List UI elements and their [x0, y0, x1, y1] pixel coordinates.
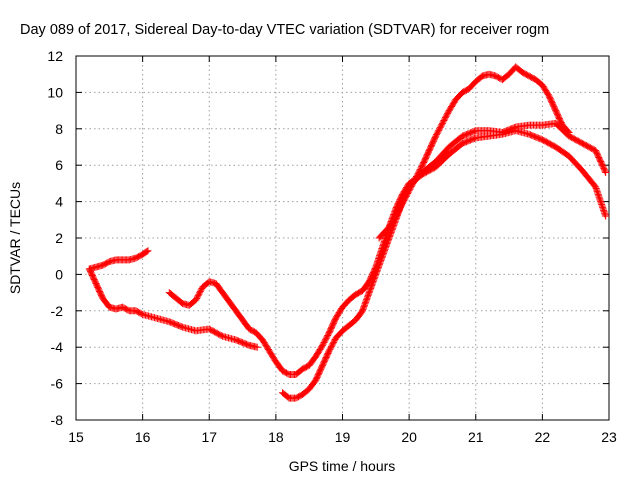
y-tick-label: 10 — [47, 84, 63, 100]
data-point-marker — [144, 247, 152, 255]
y-tick-label: 6 — [55, 157, 63, 173]
data-point-marker — [564, 127, 572, 135]
x-tick-label: 20 — [401, 429, 417, 445]
data-point-marker — [601, 209, 609, 217]
y-tick-label: 8 — [55, 121, 63, 137]
series-arc-2 — [85, 265, 261, 351]
x-tick-label: 18 — [268, 429, 284, 445]
data-point-marker — [602, 212, 610, 220]
y-tick-label: 0 — [55, 266, 63, 282]
x-tick-label: 19 — [335, 429, 351, 445]
data-point-marker — [602, 168, 610, 176]
x-tick-label: 22 — [535, 429, 551, 445]
series-arc-4 — [279, 119, 610, 402]
x-tick-label: 16 — [135, 429, 151, 445]
x-tick-label: 15 — [68, 429, 84, 445]
y-tick-label: 12 — [47, 48, 63, 64]
y-tick-label: 2 — [55, 230, 63, 246]
x-tick-label: 23 — [601, 429, 617, 445]
chart-title: Day 089 of 2017, Sidereal Day-to-day VTE… — [20, 22, 549, 38]
x-tick-label: 21 — [468, 429, 484, 445]
data-point-marker — [253, 343, 261, 351]
series-arc-5 — [375, 63, 573, 242]
y-tick-label: -2 — [51, 303, 64, 319]
x-tick-label: 17 — [201, 429, 217, 445]
y-axis-label: SDTVAR / TECUs — [7, 182, 23, 294]
y-tick-label: 4 — [55, 194, 63, 210]
y-tick-label: -6 — [51, 376, 64, 392]
y-tick-label: -4 — [51, 339, 64, 355]
data-point-marker — [601, 167, 609, 175]
series-arc-3 — [165, 127, 610, 378]
axis-ticks: 15 16 17 18 19 20 21 22 23 -8 -6 -4 -2 0 2 4 6 8 10 12 — [47, 48, 617, 445]
data-point-marker — [565, 128, 573, 136]
data-point-marker — [596, 195, 604, 203]
data-point-marker — [593, 186, 601, 194]
data-point-marker — [594, 190, 602, 198]
y-tick-label: -8 — [51, 412, 64, 428]
data-point-marker — [143, 247, 151, 255]
data-marks — [85, 63, 610, 402]
x-axis-label: GPS time / hours — [289, 458, 396, 474]
